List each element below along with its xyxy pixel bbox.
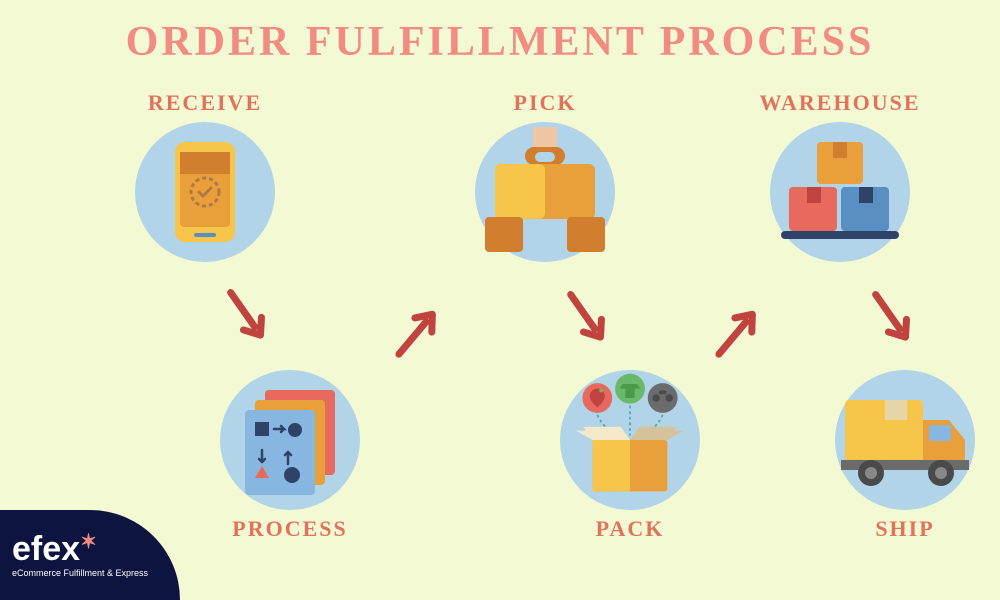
node-ship: SHIP <box>805 370 1000 542</box>
node-warehouse: WAREHOUSE <box>740 90 940 262</box>
node-pack: PACK <box>530 370 730 542</box>
node-pick: PICK <box>445 90 645 262</box>
carry-box-icon <box>475 122 615 262</box>
node-label: SHIP <box>875 516 934 542</box>
arrow-5 <box>855 280 925 350</box>
logo-badge: efex✶ eCommerce Fulfillment & Express <box>0 510 180 600</box>
node-circle <box>835 370 975 510</box>
logo-subtitle: eCommerce Fulfillment & Express <box>12 568 180 578</box>
node-circle <box>135 122 275 262</box>
node-circle <box>770 122 910 262</box>
boxes-icon <box>775 127 905 257</box>
arrow-3 <box>550 280 620 350</box>
node-label: WAREHOUSE <box>759 90 920 116</box>
node-process: PROCESS <box>190 370 390 542</box>
node-circle <box>560 370 700 510</box>
phone-icon <box>150 137 260 247</box>
logo-text: efex✶ <box>12 532 180 566</box>
truck-icon <box>835 375 975 505</box>
open-box-icon <box>560 365 700 515</box>
node-label: RECEIVE <box>148 90 262 116</box>
arrow-4 <box>700 300 770 370</box>
node-receive: RECEIVE <box>105 90 305 262</box>
page-title: ORDER FULFILLMENT PROCESS <box>0 0 1000 66</box>
arrow-2 <box>380 300 450 370</box>
arrow-1 <box>210 278 280 348</box>
node-label: PACK <box>596 516 665 542</box>
node-circle <box>220 370 360 510</box>
node-circle <box>475 122 615 262</box>
docs-icon <box>230 380 350 500</box>
node-label: PROCESS <box>232 516 347 542</box>
node-label: PICK <box>514 90 577 116</box>
